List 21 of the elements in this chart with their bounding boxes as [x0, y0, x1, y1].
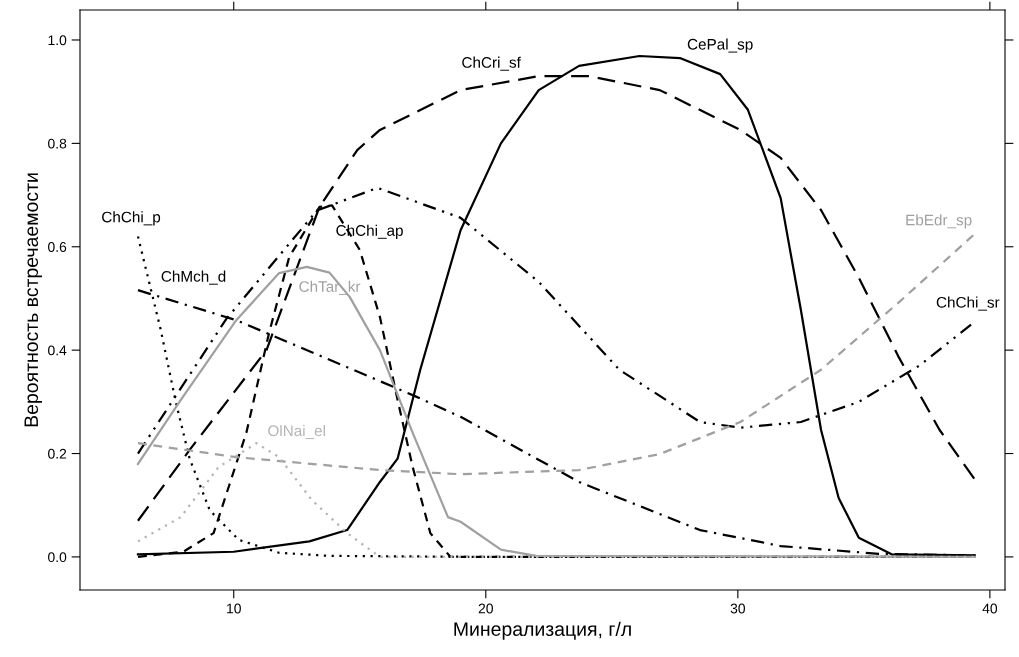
y-tick-label: 1.0 [48, 35, 67, 46]
series-label: ChMch_d [161, 270, 226, 285]
x-tick-label: 30 [730, 603, 746, 614]
y-tick-label: 0.2 [48, 448, 67, 459]
x-tick-label: 10 [227, 603, 241, 614]
series-label: ChCri_sf [462, 56, 521, 71]
x-axis-title: Минерализация, г/л [454, 621, 631, 640]
series-label: ChChi_sr [936, 296, 1000, 311]
y-tick-label: 0.4 [48, 345, 67, 356]
series-label: ChChi_p [102, 211, 161, 226]
y-tick-label: 0.0 [48, 552, 67, 563]
series-label: OlNai_el [268, 424, 325, 440]
line-series [136, 442, 976, 559]
series-label: EbEdr_sp [906, 214, 972, 229]
x-tick-label: 40 [982, 603, 998, 614]
x-tick-label: 20 [478, 603, 493, 614]
y-axis-title: Вероятность встречаемости [24, 173, 42, 427]
series-label: ChChi_ap [336, 224, 403, 239]
y-tick-label: 0.8 [48, 138, 67, 149]
y-tick-label: 0.6 [48, 242, 67, 252]
series-label: CePal_sp [687, 38, 753, 53]
